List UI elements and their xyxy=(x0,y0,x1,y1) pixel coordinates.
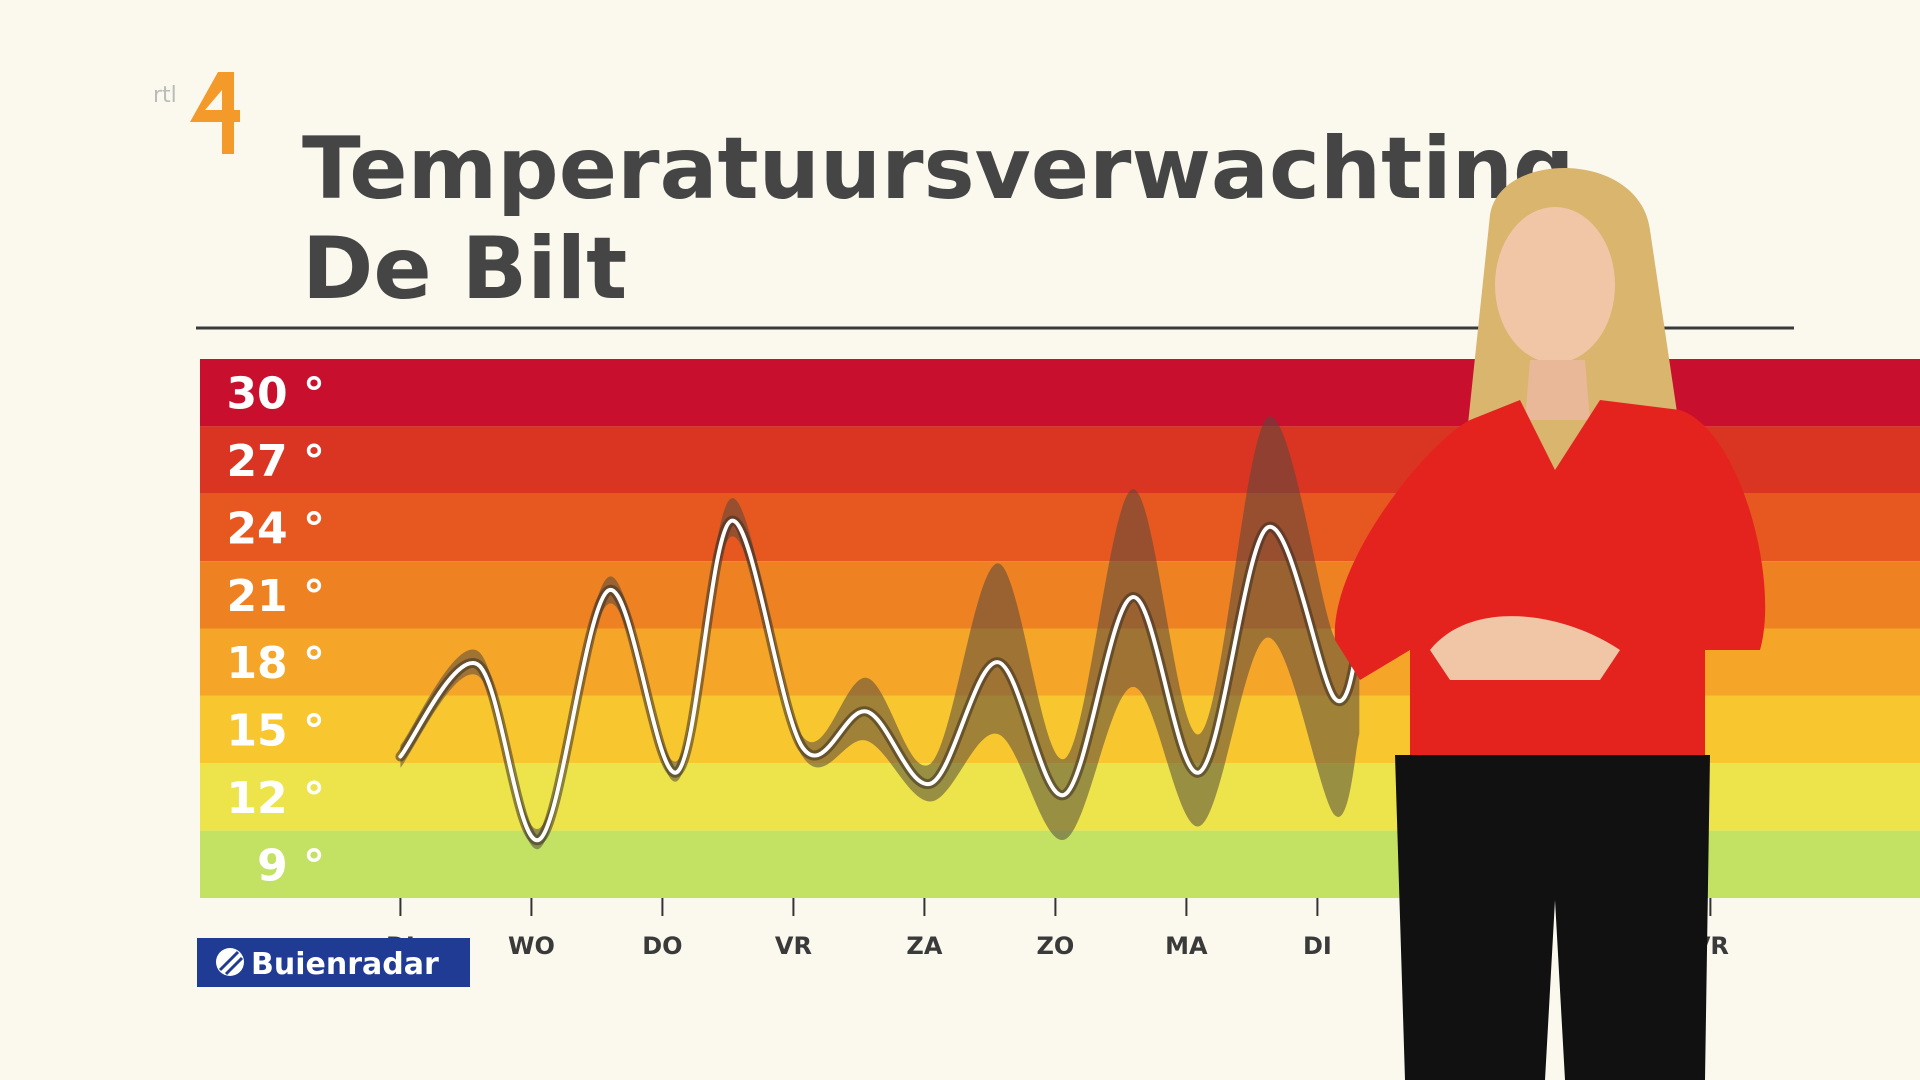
temperature-line xyxy=(398,518,1362,842)
x-tick-label: DO xyxy=(642,932,682,960)
chart-title: Temperatuursverwachting xyxy=(302,119,1575,219)
y-tick-label: 24 ° xyxy=(226,503,325,554)
presenter xyxy=(1334,167,1766,1080)
brand-icon-lines xyxy=(218,950,244,976)
y-tick-label: 9 ° xyxy=(257,840,325,891)
y-tick-label: 21 ° xyxy=(226,571,325,622)
trousers xyxy=(1395,755,1710,1080)
hands xyxy=(1430,616,1620,680)
x-tick-label: ZA xyxy=(906,932,942,960)
logo-text: rtl xyxy=(153,83,177,108)
uncertainty-band xyxy=(400,416,1360,850)
brand-badge: Buienradar xyxy=(197,938,470,987)
jacket xyxy=(1334,400,1766,760)
x-tick-label: DI xyxy=(1303,932,1332,960)
chart-subtitle: De Bilt xyxy=(302,219,627,319)
y-tick-label: 27 ° xyxy=(226,436,325,487)
y-tick-label: 18 ° xyxy=(226,638,325,689)
channel-logo: rtl xyxy=(153,72,240,154)
face xyxy=(1495,207,1615,363)
logo-four xyxy=(190,72,240,154)
y-tick-label: 30 ° xyxy=(226,369,325,420)
x-tick-label: MA xyxy=(1165,932,1208,960)
x-tick-label: VR xyxy=(775,932,812,960)
x-tick-label: WO xyxy=(508,932,555,960)
y-tick-label: 12 ° xyxy=(226,773,325,824)
brand-text: Buienradar xyxy=(251,947,439,982)
x-tick-label: ZO xyxy=(1037,932,1075,960)
y-tick-label: 15 ° xyxy=(226,706,325,757)
neck xyxy=(1525,360,1590,420)
